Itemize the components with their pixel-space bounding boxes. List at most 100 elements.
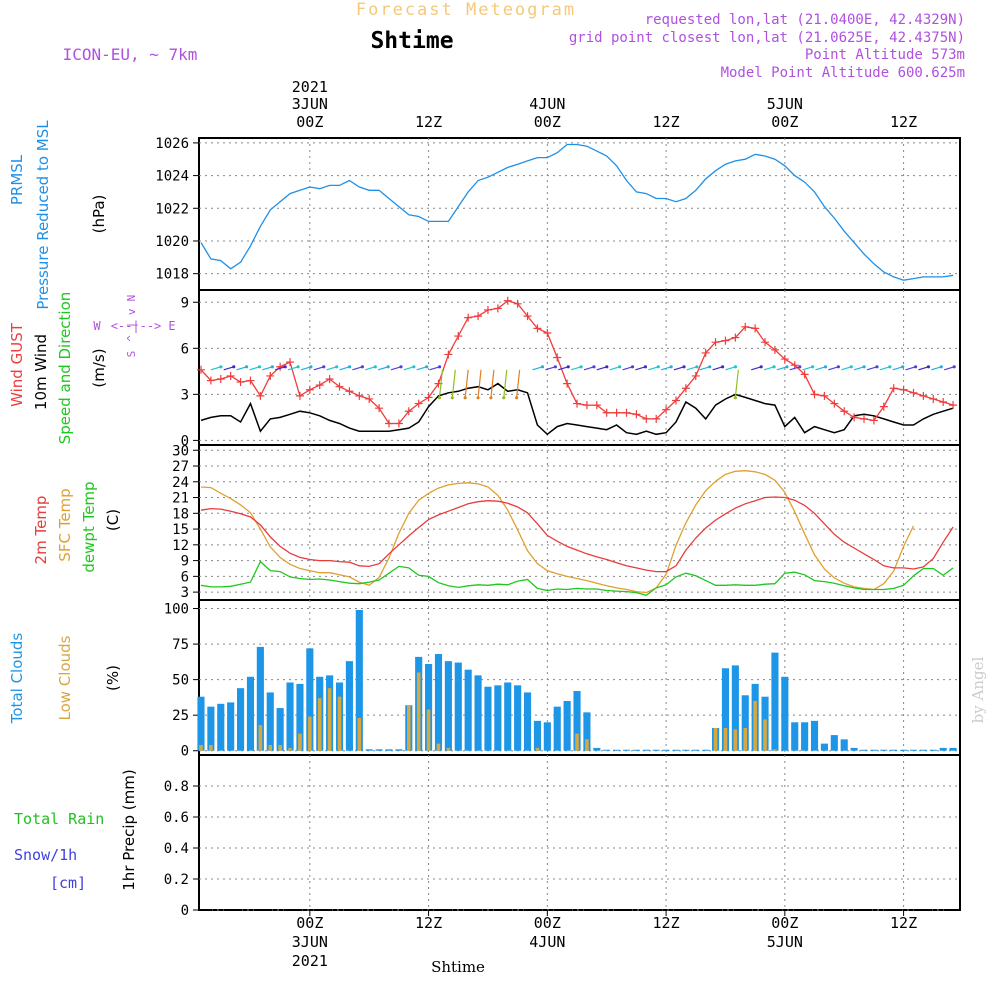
wind-arrow-head: [515, 396, 519, 400]
gust-marker: [751, 324, 760, 333]
top-date-label: 3JUN: [292, 95, 328, 113]
wind-arrow: [249, 366, 260, 371]
gust-marker: [424, 393, 433, 402]
wind-arrow: [635, 366, 646, 371]
y-tick-label: 9: [181, 295, 189, 311]
low-cloud-bar: [327, 688, 332, 751]
gust-marker: [602, 408, 611, 417]
total-cloud-bar: [919, 749, 927, 751]
bottom-hour-label: 12Z: [415, 914, 442, 932]
wind-arrow-head: [656, 365, 660, 369]
wind-arrow-head: [875, 365, 879, 369]
rain-label: Total Rain: [14, 810, 104, 828]
y-tick-label: 0.2: [164, 872, 189, 888]
bottom-date-label: 4JUN: [529, 933, 565, 951]
wind-arrow-head: [309, 365, 313, 369]
panel-frame-pressure: [198, 137, 961, 291]
total-cloud-bar: [296, 683, 304, 751]
low-cloud-bar: [357, 718, 362, 751]
wind-arrow: [262, 366, 273, 371]
gust-marker: [741, 322, 750, 331]
top-hour-label: 00Z: [296, 113, 323, 131]
gust-marker: [503, 296, 512, 305]
wind-arrow: [416, 366, 427, 371]
wind-arrow: [905, 366, 916, 371]
wind-unit: (m/s): [90, 348, 108, 387]
low-cloud-bar: [733, 729, 738, 751]
wind-arrow-head: [772, 365, 776, 369]
total-cloud-bar: [286, 682, 294, 751]
snow-unit-label: [cm]: [50, 874, 86, 892]
total-cloud-bar: [573, 691, 581, 751]
gust-marker: [632, 410, 641, 419]
wind-arrow-head: [566, 365, 570, 369]
gust-marker: [493, 304, 502, 313]
model-label: ICON-EU, ~ 7km: [63, 45, 198, 64]
gust-marker: [454, 332, 463, 341]
gust-marker: [573, 399, 582, 408]
wind-arrow-head: [836, 365, 840, 369]
wind-arrow-head: [553, 365, 557, 369]
low-cloud-bar: [268, 745, 273, 751]
low-cloud-bar: [258, 725, 263, 751]
gust-marker: [483, 305, 492, 314]
temp2m-label: 2m Temp: [32, 496, 50, 565]
top-date-label: 4JUN: [529, 95, 565, 113]
wind-arrow: [429, 366, 440, 371]
wind-arrow: [223, 366, 234, 371]
total-cloud-bar: [543, 722, 551, 751]
watermark: by Angel: [969, 656, 987, 723]
total-cloud-bar: [900, 749, 908, 751]
total-cloud-bar: [484, 686, 492, 751]
total-cloud-bar: [533, 720, 542, 751]
gust-marker: [879, 402, 888, 411]
total-cloud-bar: [217, 703, 225, 751]
y-tick-label: 18: [172, 506, 189, 522]
wind-arrow-head: [373, 365, 377, 369]
y-tick-label: 0: [181, 433, 189, 449]
wind-arrow-head: [888, 365, 892, 369]
wind-arrow: [438, 369, 444, 398]
total-cloud-bar: [890, 749, 898, 751]
wind-arrow: [403, 366, 415, 371]
gust-marker: [909, 388, 918, 397]
clouds-unit: (%): [104, 665, 122, 691]
wind-arrow-head: [283, 365, 287, 369]
gust-marker: [543, 328, 552, 337]
total-cloud-bar: [266, 692, 274, 751]
gust-marker: [256, 391, 265, 400]
wind-arrow-head: [811, 365, 815, 369]
wind-arrow: [300, 366, 312, 371]
sfc-temp-label: SFC Temp: [56, 488, 74, 561]
gust-marker: [800, 370, 809, 379]
wind-arrow-head: [476, 396, 480, 400]
y-tick-label: 0.8: [164, 779, 189, 795]
y-tick-label: 0: [181, 744, 189, 760]
wind-arrow: [287, 366, 299, 371]
gust-marker: [385, 419, 394, 428]
pressure-desc-label: Pressure Reduced to MSL: [34, 120, 52, 310]
wind-arrow: [516, 369, 521, 398]
gust-marker: [889, 384, 898, 393]
gust-marker: [770, 345, 779, 354]
y-tick-label: 1022: [155, 201, 189, 217]
bottom-hour-label: 12Z: [653, 914, 680, 932]
y-tick-label: 12: [172, 538, 189, 554]
wind-arrow: [377, 366, 389, 371]
gust-marker: [681, 384, 690, 393]
wind-arrow-head: [540, 365, 545, 369]
total-cloud-bar: [444, 661, 452, 751]
low-cloud-bar: [298, 733, 302, 751]
gust-marker: [206, 376, 215, 385]
total-cloud-bar: [276, 708, 284, 751]
wind-arrow: [686, 366, 698, 371]
y-tick-label: 0.4: [164, 841, 189, 857]
wind-arrow-head: [399, 365, 403, 369]
gust-marker: [701, 348, 710, 357]
wind-arrow: [570, 366, 582, 371]
y-tick-label: 75: [172, 637, 189, 653]
total-cloud-bar: [860, 749, 868, 751]
gust-marker: [691, 371, 700, 380]
y-tick-label: 3: [181, 585, 189, 601]
bottom-hour-label: 00Z: [296, 914, 323, 932]
